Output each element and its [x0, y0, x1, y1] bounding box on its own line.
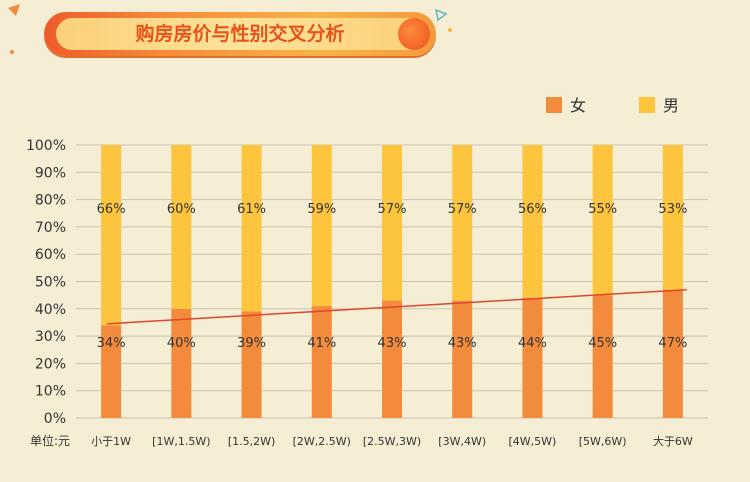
- y-tick-label: 20%: [35, 356, 66, 372]
- y-tick-label: 10%: [35, 384, 66, 400]
- bar-male: [522, 145, 543, 298]
- bar-female: [311, 306, 332, 418]
- bar-female: [522, 297, 543, 418]
- y-tick-label: 90%: [35, 165, 66, 181]
- legend-item-male: 男: [639, 92, 679, 116]
- bar-female: [662, 289, 683, 418]
- bar-male: [592, 145, 613, 296]
- unit-label: 单位:元: [30, 434, 71, 448]
- y-tick-label: 0%: [44, 411, 66, 427]
- x-tick-label: [1W,1.5W): [152, 435, 210, 448]
- data-label-female: 45%: [588, 336, 617, 351]
- legend-label-male: 男: [663, 96, 680, 115]
- data-label-male: 57%: [378, 202, 407, 217]
- x-tick-label: [3W,4W): [438, 435, 486, 448]
- bar-male: [101, 145, 122, 326]
- y-tick-label: 30%: [35, 329, 66, 345]
- bar-female: [452, 300, 473, 418]
- bar-female: [382, 300, 402, 418]
- y-tick-label: 60%: [35, 247, 66, 263]
- bar-male: [241, 145, 262, 312]
- legend-swatch-male: [639, 97, 655, 113]
- data-label-male: 59%: [307, 202, 336, 217]
- bar-female: [101, 325, 122, 418]
- data-label-female: 41%: [307, 336, 336, 351]
- y-tick-label: 80%: [35, 193, 66, 209]
- legend-swatch-female: [546, 97, 562, 113]
- bar-female: [171, 308, 192, 418]
- data-label-male: 66%: [97, 202, 126, 217]
- data-label-female: 34%: [97, 336, 126, 351]
- bar-male: [311, 145, 332, 307]
- data-label-female: 47%: [658, 336, 687, 351]
- data-label-female: 40%: [167, 336, 196, 351]
- title-banner: 购房房价与性别交叉分析: [44, 12, 436, 56]
- bar-male: [452, 145, 473, 301]
- data-label-male: 56%: [518, 202, 547, 217]
- bar-female: [592, 295, 613, 418]
- title-banner-inner: [56, 18, 424, 50]
- trend-line: [107, 288, 687, 325]
- x-tick-label: [2.5W,3W): [363, 435, 421, 448]
- confetti-icon: [10, 50, 14, 54]
- x-tick-label: [1.5,2W): [228, 435, 275, 448]
- legend-item-female: 女: [546, 92, 586, 116]
- data-label-male: 53%: [658, 202, 687, 217]
- data-label-female: 43%: [448, 336, 477, 351]
- banner-dot-icon: [398, 18, 430, 50]
- data-label-male: 57%: [448, 202, 477, 217]
- y-tick-label: 100%: [26, 138, 66, 154]
- x-tick-label: [2W,2.5W): [293, 435, 351, 448]
- legend-label-female: 女: [570, 96, 587, 115]
- bar-male: [382, 145, 402, 301]
- confetti-icon: [8, 4, 20, 16]
- y-tick-label: 40%: [35, 302, 66, 318]
- data-label-male: 60%: [167, 202, 196, 217]
- bar-male: [171, 145, 192, 309]
- y-tick-label: 50%: [35, 275, 66, 291]
- x-tick-label: [4W,5W): [509, 435, 557, 448]
- data-label-female: 43%: [378, 336, 407, 351]
- data-label-female: 44%: [518, 336, 547, 351]
- data-label-female: 39%: [237, 336, 266, 351]
- bar-female: [241, 311, 262, 418]
- bar-male: [662, 145, 683, 290]
- page-title: 购房房价与性别交叉分析: [135, 23, 345, 45]
- x-tick-label: 大于6W: [653, 434, 693, 448]
- data-label-male: 61%: [237, 202, 266, 217]
- x-tick-label: [5W,6W): [579, 435, 627, 448]
- confetti-icon: [434, 8, 448, 22]
- y-tick-label: 70%: [35, 220, 66, 236]
- confetti-icon: [448, 28, 452, 32]
- data-label-male: 55%: [588, 202, 617, 217]
- x-tick-label: 小于1W: [91, 435, 131, 448]
